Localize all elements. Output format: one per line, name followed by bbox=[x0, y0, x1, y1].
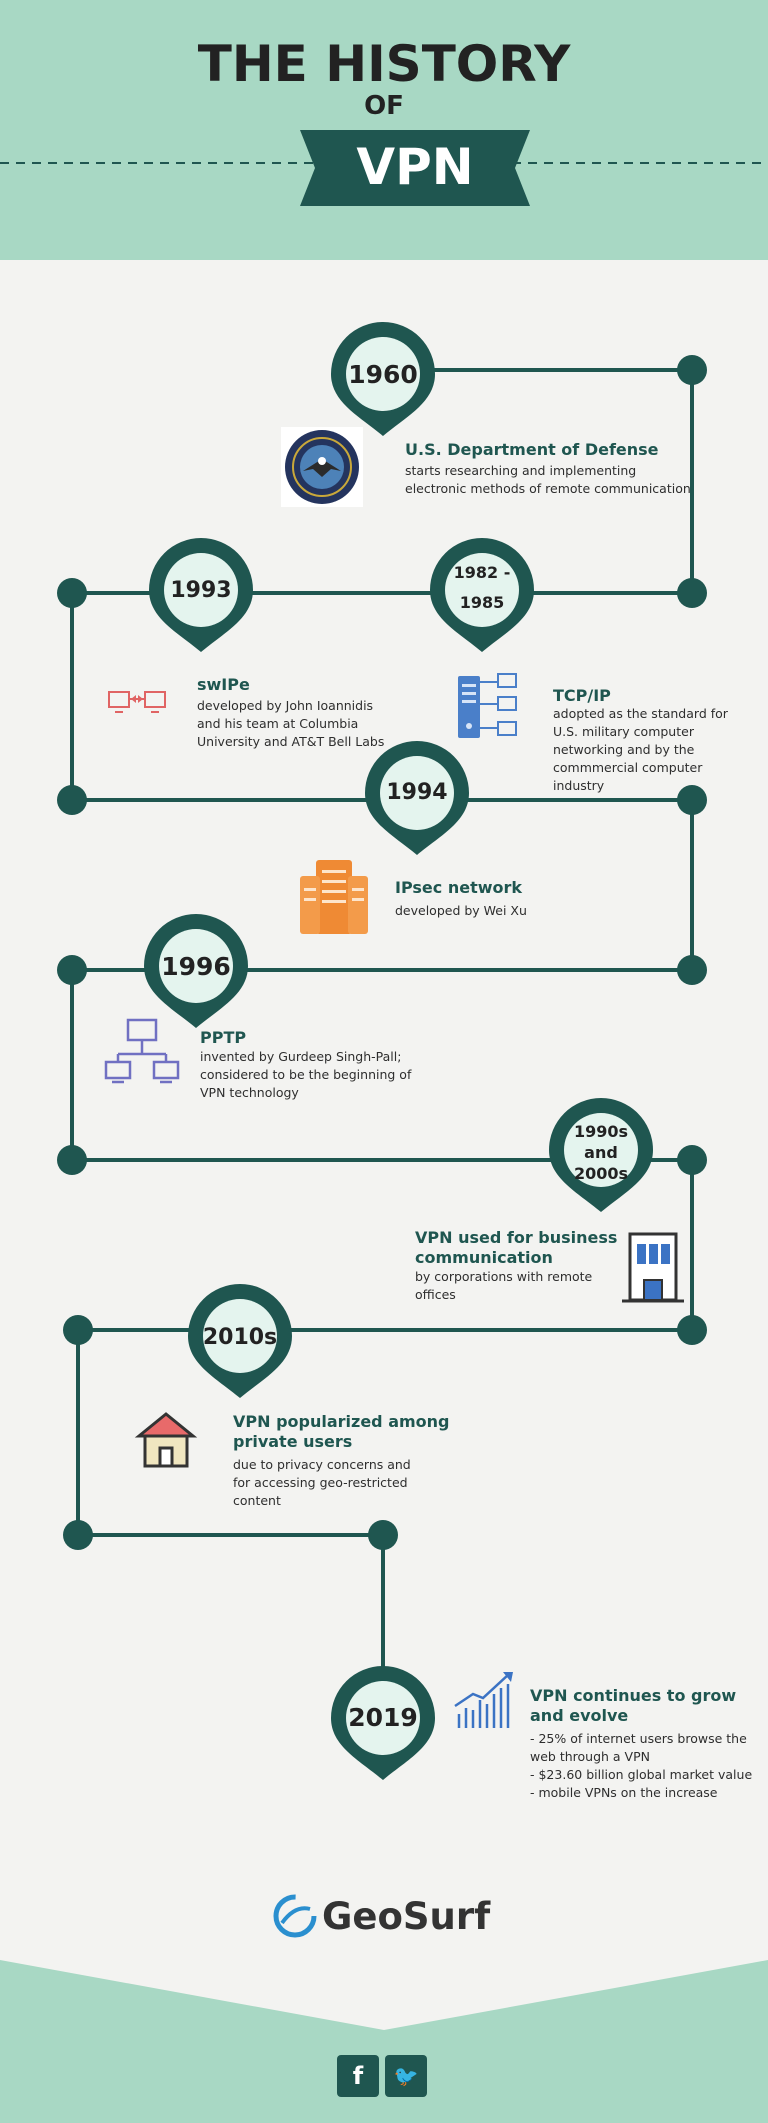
event-business-description: by corporations with remote offices bbox=[415, 1269, 593, 1302]
event-ipsec-description: developed by Wei Xu bbox=[395, 903, 527, 918]
twitter-icon: 🐦 bbox=[393, 2064, 419, 2088]
event-swipe-description: developed by John Ioannidis and his team… bbox=[197, 698, 385, 749]
event-2019-title: VPN continues to grow and evolve bbox=[530, 1686, 737, 1725]
event-tcpip-title: TCP/IP bbox=[553, 686, 611, 705]
title-ribbon bbox=[300, 130, 530, 206]
event-private-description: due to privacy concerns and for accessin… bbox=[233, 1457, 411, 1508]
linked-computers-icon bbox=[108, 691, 166, 713]
facebook-button[interactable]: f bbox=[337, 2055, 379, 2097]
year-1990s-2000s: 1990s and 2000s bbox=[573, 1122, 629, 1183]
dod-seal-icon bbox=[281, 427, 363, 507]
year-2010s: 2010s bbox=[202, 1325, 278, 1350]
year-1960: 1960 bbox=[348, 360, 418, 389]
server-network-icon bbox=[458, 673, 517, 738]
computer-network-icon bbox=[104, 1018, 180, 1084]
header-banner: THE HISTORY OF VPN bbox=[0, 0, 768, 260]
year-1993: 1993 bbox=[170, 578, 232, 603]
title-line-1: THE HISTORY bbox=[197, 35, 571, 93]
event-swipe-title: swIPe bbox=[197, 675, 250, 694]
year-2019: 2019 bbox=[348, 1703, 418, 1732]
event-pptp-description: invented by Gurdeep Singh-Pall; consider… bbox=[200, 1049, 412, 1100]
event-2019-description: - 25% of internet users browse the web t… bbox=[530, 1731, 753, 1800]
event-pptp-title: PPTP bbox=[200, 1028, 247, 1047]
brand-logo: GeoSurf bbox=[272, 1893, 502, 1943]
growth-chart-icon bbox=[454, 1672, 513, 1728]
event-business-title: VPN used for business communication bbox=[415, 1228, 618, 1267]
year-1994: 1994 bbox=[386, 780, 448, 805]
twitter-button[interactable]: 🐦 bbox=[385, 2055, 427, 2097]
title-line-3: VPN bbox=[356, 138, 474, 196]
facebook-icon: f bbox=[352, 2062, 364, 2090]
title-line-2: OF bbox=[364, 91, 404, 121]
year-1996: 1996 bbox=[161, 952, 231, 981]
brand-name: GeoSurf bbox=[322, 1895, 491, 1938]
geosurf-logo-icon bbox=[273, 1894, 317, 1938]
house-icon bbox=[134, 1412, 198, 1468]
event-tcpip-description: adopted as the standard for U.S. militar… bbox=[553, 706, 728, 793]
event-1960-title: U.S. Department of Defense bbox=[405, 440, 659, 459]
server-rack-icon bbox=[300, 860, 368, 934]
year-1982-1985: 1982 - 1985 bbox=[453, 563, 511, 612]
office-building-icon bbox=[622, 1232, 684, 1303]
event-1960-description: starts researching and implementing elec… bbox=[405, 463, 691, 496]
event-private-title: VPN popularized among private users bbox=[233, 1412, 450, 1451]
event-ipsec-title: IPsec network bbox=[395, 878, 523, 897]
footer-band bbox=[0, 1960, 768, 2123]
